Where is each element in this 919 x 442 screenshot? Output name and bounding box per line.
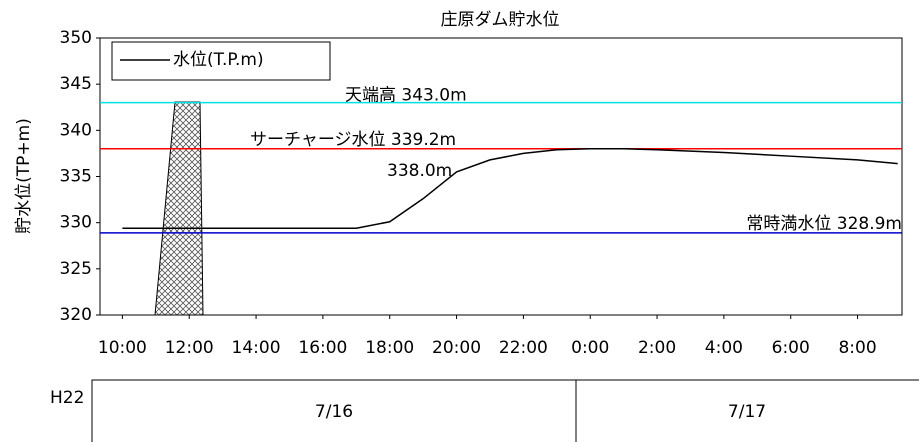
chart-title: 庄原ダム貯水位 bbox=[441, 10, 560, 30]
x-tick-label: 22:00 bbox=[499, 338, 548, 358]
x-tick-label: 10:00 bbox=[98, 338, 147, 358]
x-tick-label: 16:00 bbox=[298, 338, 347, 358]
x-tick-label: 18:00 bbox=[365, 338, 414, 358]
date-table bbox=[91, 379, 919, 442]
x-tick-label: 8:00 bbox=[838, 338, 876, 358]
y-tick-label: 330 bbox=[60, 213, 92, 233]
y-tick-label: 320 bbox=[60, 305, 92, 325]
legend bbox=[111, 41, 331, 81]
x-tick-label: 6:00 bbox=[772, 338, 810, 358]
era-label: H22 bbox=[50, 388, 84, 408]
date-label: 7/17 bbox=[728, 402, 766, 422]
annotation: 338.0m bbox=[387, 161, 452, 181]
x-tick-label: 2:00 bbox=[638, 338, 676, 358]
x-tick-label: 0:00 bbox=[571, 338, 609, 358]
x-tick-label: 20:00 bbox=[432, 338, 481, 358]
x-tick-label: 14:00 bbox=[232, 338, 281, 358]
y-tick-label: 350 bbox=[60, 28, 92, 48]
date-label: 7/16 bbox=[315, 402, 353, 422]
data-line bbox=[122, 148, 898, 229]
legend-label: 水位(T.P.m) bbox=[173, 50, 264, 70]
y-tick-label: 325 bbox=[60, 259, 92, 279]
x-tick-label: 12:00 bbox=[165, 338, 214, 358]
reference-label: サーチャージ水位 339.2m bbox=[250, 130, 456, 150]
x-tick-label: 4:00 bbox=[705, 338, 743, 358]
y-tick-label: 335 bbox=[60, 167, 92, 187]
y-tick-label: 340 bbox=[60, 120, 92, 140]
y-tick-label: 345 bbox=[60, 74, 92, 94]
reference-label: 常時満水位 328.9m bbox=[746, 214, 902, 234]
reference-label: 天端高 343.0m bbox=[345, 86, 467, 106]
dam-illustration bbox=[154, 101, 204, 316]
y-axis-label: 貯水位(TP+m) bbox=[14, 118, 34, 234]
